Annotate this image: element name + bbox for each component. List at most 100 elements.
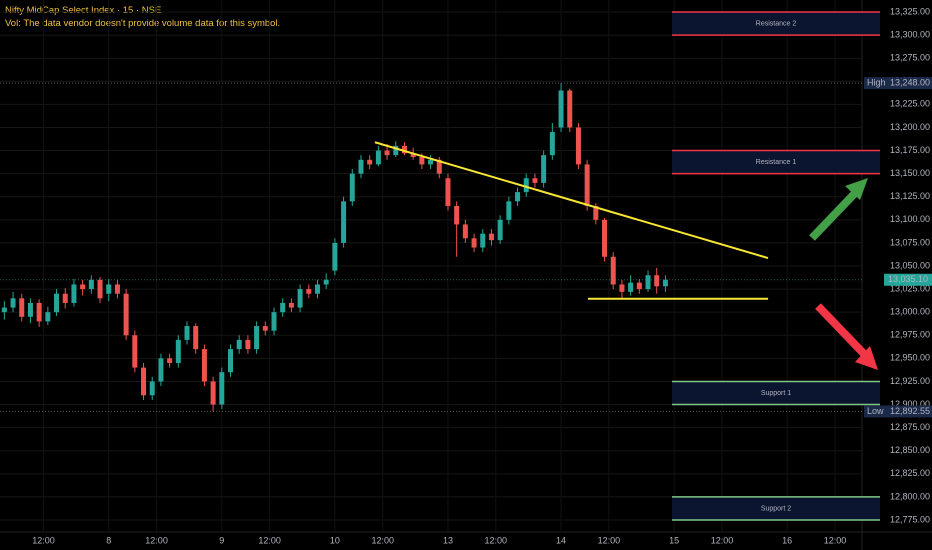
zone [672, 12, 880, 36]
y-tick-label: 13,175.00 [890, 145, 930, 155]
price-level-box [864, 77, 932, 90]
candle-body [254, 326, 260, 350]
x-tick-label: 9 [219, 535, 224, 545]
candle-body [488, 233, 494, 241]
x-tick-label: 12:00 [371, 535, 394, 545]
y-tick-label: 13,125.00 [890, 191, 930, 201]
y-tick-label: 13,225.00 [890, 99, 930, 109]
candle-body [219, 372, 225, 405]
candle-body [19, 298, 25, 317]
candle-body [393, 145, 399, 156]
candle-body [271, 312, 277, 331]
candle-body [228, 349, 234, 373]
y-tick-label: 13,100.00 [890, 214, 930, 224]
y-tick-label: 13,200.00 [890, 122, 930, 132]
x-tick-label: 12:00 [824, 535, 847, 545]
candle-body [297, 289, 303, 308]
candle-body [97, 279, 103, 299]
x-tick-label: 14 [556, 535, 566, 545]
candle-body [497, 219, 503, 241]
candle-body [10, 298, 16, 308]
candle-body [332, 242, 338, 271]
candle-body [114, 284, 120, 294]
chart-subtitle: Vol: The data vendor doesn't provide vol… [5, 18, 280, 29]
candle-body [367, 159, 373, 165]
candle-body [54, 293, 60, 313]
zone [672, 150, 880, 174]
x-tick-label: 10 [330, 535, 340, 545]
candle-body [654, 275, 660, 287]
price-level-value: 12,892.55 [890, 406, 930, 416]
candle-body [141, 367, 147, 396]
candle-body [323, 279, 329, 285]
candle-body [358, 159, 364, 174]
y-tick-label: 12,925.00 [890, 376, 930, 386]
candle-body [462, 224, 468, 239]
zone-label: Support 1 [761, 390, 791, 397]
zone [672, 381, 880, 405]
candle-body [280, 302, 286, 313]
x-tick-label: 15 [669, 535, 679, 545]
x-tick-label: 8 [106, 535, 111, 545]
candle-body [167, 358, 173, 363]
candle-body [375, 150, 381, 165]
chart-title: Nifty MidCap Select Index · 15 · NSE [5, 5, 161, 16]
x-tick-label: 13 [443, 535, 453, 545]
candle-body [88, 279, 94, 290]
x-tick-label: 12:00 [145, 535, 168, 545]
zone [672, 496, 880, 520]
arrow-head [845, 178, 868, 200]
zone-label: Resistance 1 [756, 159, 797, 166]
candle-body [27, 302, 33, 317]
candle-body [636, 282, 642, 290]
candle-body [45, 312, 51, 322]
y-tick-label: 13,075.00 [890, 237, 930, 247]
candle-body [480, 233, 486, 248]
candle-body [401, 145, 407, 154]
candle-body [662, 279, 668, 287]
candle-body [245, 339, 251, 350]
zone-label: Support 2 [761, 505, 791, 512]
candle-body [575, 127, 581, 165]
candle-body [175, 339, 181, 363]
arrow-shaft [809, 187, 861, 241]
y-tick-label: 13,325.00 [890, 6, 930, 16]
candle-body [288, 302, 294, 308]
arrow-head [855, 346, 878, 370]
candle-body [71, 284, 77, 303]
candle-body [541, 155, 547, 183]
x-tick-label: 12:00 [32, 535, 55, 545]
candle-body [80, 284, 86, 290]
candle-body [602, 219, 608, 257]
y-tick-label: 13,025.00 [890, 283, 930, 293]
price-level-box [864, 405, 932, 418]
candle-body [628, 282, 634, 292]
x-tick-label: 12:00 [485, 535, 508, 545]
x-tick-label: 16 [782, 535, 792, 545]
candle-body [645, 275, 651, 290]
trend-line [374, 141, 769, 260]
candle-body [419, 157, 425, 165]
y-tick-label: 13,050.00 [890, 260, 930, 270]
candle-body [445, 178, 451, 206]
y-tick-label: 13,150.00 [890, 168, 930, 178]
candle-body [436, 159, 442, 174]
last-price-box [884, 273, 932, 286]
candle-body [567, 90, 573, 128]
last-price-label: 13,035.10 [888, 274, 928, 284]
y-tick-label: 12,825.00 [890, 468, 930, 478]
arrow-shaft [815, 303, 869, 359]
candle-body [262, 326, 268, 331]
y-tick-label: 12,775.00 [890, 514, 930, 524]
price-level-name: Low [867, 406, 884, 416]
candle-body [454, 205, 460, 225]
candle-body [123, 293, 129, 336]
y-tick-label: 12,875.00 [890, 422, 930, 432]
candle-body [506, 201, 512, 220]
y-tick-label: 12,850.00 [890, 445, 930, 455]
candle-body [549, 132, 555, 156]
zone-label: Resistance 2 [756, 20, 797, 27]
